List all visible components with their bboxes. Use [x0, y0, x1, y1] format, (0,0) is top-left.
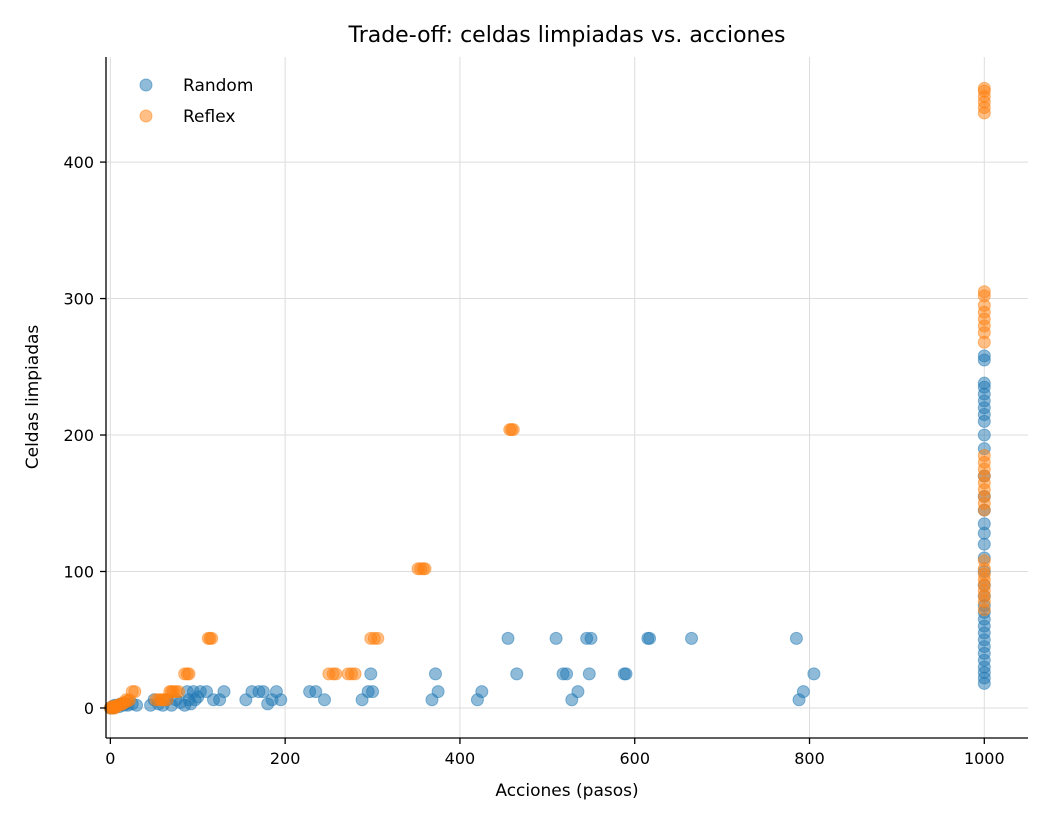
legend: Random Reflex [139, 76, 253, 127]
data-point [366, 685, 380, 699]
data-point [428, 667, 442, 681]
legend-marker [139, 78, 153, 92]
y-axis-label: Celdas limpiadas [23, 325, 43, 470]
data-point [977, 428, 991, 442]
data-point [571, 685, 585, 699]
data-point [807, 667, 821, 681]
data-point [348, 667, 362, 681]
y-tick-label: 200 [63, 426, 94, 445]
data-point [789, 631, 803, 645]
data-point [510, 667, 524, 681]
data-point [977, 376, 991, 390]
data-point [274, 693, 288, 707]
data-point [128, 685, 142, 699]
data-point [977, 81, 991, 95]
data-point [560, 667, 574, 681]
grid-lines [106, 57, 1028, 738]
x-tick-label: 800 [794, 749, 825, 768]
data-point [506, 423, 520, 437]
data-point [977, 449, 991, 463]
data-point [584, 631, 598, 645]
series-reflex [103, 81, 991, 715]
legend-label: Random [183, 76, 253, 96]
y-tick-label: 400 [63, 153, 94, 172]
data-point [685, 631, 699, 645]
legend-label: Reflex [183, 107, 235, 127]
legend-marker [139, 109, 153, 123]
chart-title: Trade-off: celdas limpiadas vs. acciones [347, 23, 785, 48]
x-tick-label: 0 [105, 749, 115, 768]
series-random [103, 349, 991, 715]
data-point [431, 685, 445, 699]
data-point [371, 631, 385, 645]
data-point [977, 537, 991, 551]
data-point [364, 667, 378, 681]
data-point [643, 631, 657, 645]
data-point [317, 693, 331, 707]
data-point [200, 685, 214, 699]
data-point [977, 285, 991, 299]
data-point [418, 562, 432, 576]
data-points [103, 81, 991, 715]
y-tick-label: 300 [63, 290, 94, 309]
data-point [182, 667, 196, 681]
x-tick-label: 200 [270, 749, 301, 768]
axis-ticks: 0 200 400 600 800 1000 0 100 200 300 400 [63, 153, 1004, 768]
x-tick-label: 400 [445, 749, 476, 768]
data-point [309, 685, 323, 699]
x-tick-label: 1000 [964, 749, 1005, 768]
data-point [256, 685, 270, 699]
data-point [977, 349, 991, 363]
x-tick-label: 600 [619, 749, 650, 768]
data-point [796, 685, 810, 699]
data-point [205, 631, 219, 645]
y-tick-label: 100 [63, 563, 94, 582]
data-point [549, 631, 563, 645]
x-axis-label: Acciones (pasos) [495, 781, 638, 801]
data-point [172, 685, 186, 699]
data-point [217, 685, 231, 699]
data-point [977, 554, 991, 568]
data-point [475, 685, 489, 699]
data-point [582, 667, 596, 681]
data-point [977, 517, 991, 531]
data-point [501, 631, 515, 645]
data-point [329, 667, 343, 681]
y-tick-label: 0 [84, 699, 94, 718]
data-point [619, 667, 633, 681]
